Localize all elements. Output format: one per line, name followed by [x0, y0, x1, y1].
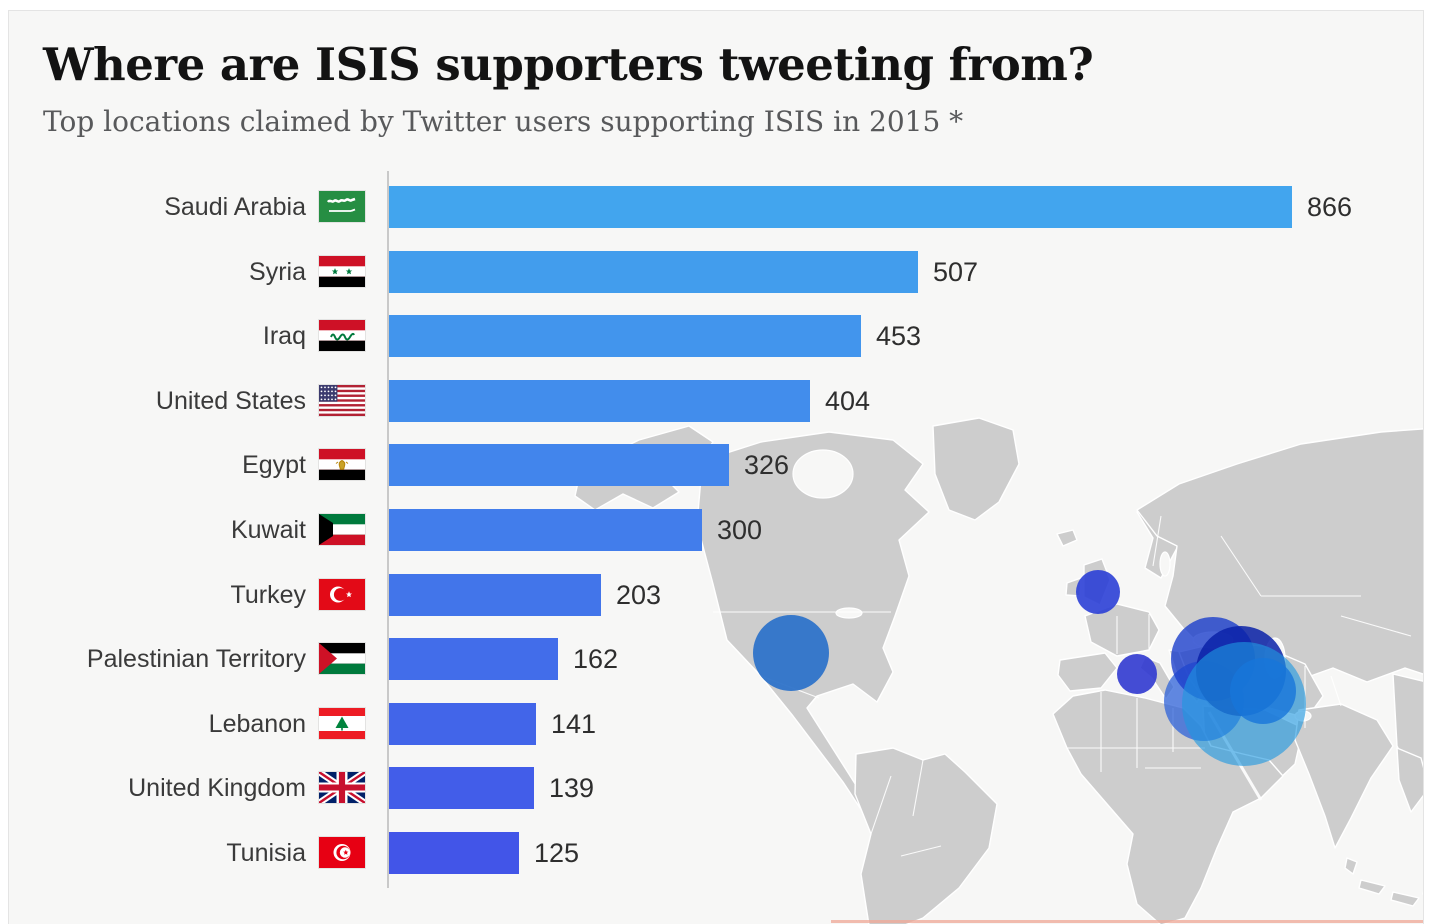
bar-row: Saudi Arabia 866	[9, 186, 1423, 228]
bar-row: Tunisia 125	[9, 832, 1423, 874]
value-label: 507	[933, 257, 979, 287]
value-label: 453	[876, 321, 922, 351]
value-label: 141	[551, 709, 597, 739]
map-europe	[1084, 603, 1160, 657]
category-label: Kuwait	[230, 516, 306, 544]
map-great-lakes	[835, 607, 863, 619]
bar-row: United States 404	[9, 380, 1423, 422]
page-subtitle: Top locations claimed by Twitter users s…	[43, 105, 964, 138]
bar[interactable]	[389, 509, 702, 551]
page-title: Where are ISIS supporters tweeting from?	[43, 38, 1094, 91]
flag-syria-icon	[319, 256, 365, 287]
bar[interactable]	[389, 832, 519, 874]
flag-egypt-icon	[319, 449, 365, 480]
bar[interactable]	[389, 380, 810, 422]
flag-united-states-icon	[319, 385, 365, 416]
axis-line	[387, 171, 389, 888]
value-label: 300	[717, 515, 763, 545]
bottom-accent-line	[831, 920, 1423, 923]
bar-row: United Kingdom 139	[9, 767, 1423, 809]
category-label: Palestinian Territory	[86, 645, 306, 673]
flag-tunisia-icon	[319, 837, 365, 868]
bubble-saudi-arabia[interactable]	[1182, 642, 1306, 766]
bar[interactable]	[389, 703, 536, 745]
value-label: 326	[744, 450, 790, 480]
value-label: 125	[534, 838, 580, 868]
map-hudson-bay	[792, 449, 854, 499]
flag-saudi-arabia-icon	[319, 191, 365, 222]
map-iceland	[1056, 529, 1078, 547]
bar-row: Kuwait 300	[9, 509, 1423, 551]
category-label: Lebanon	[208, 710, 306, 738]
map-greenland	[932, 417, 1020, 521]
map-iberia	[1057, 652, 1118, 692]
map-baltic-sea	[1159, 551, 1171, 577]
value-label: 203	[616, 580, 662, 610]
map-bubbles	[753, 570, 1306, 766]
category-label: Turkey	[230, 581, 306, 609]
world-map	[574, 417, 1423, 924]
category-label: United Kingdom	[128, 774, 306, 802]
bubble-tunisia[interactable]	[1117, 654, 1157, 694]
flag-turkey-icon	[319, 579, 365, 610]
bar[interactable]	[389, 444, 729, 486]
bar[interactable]	[389, 186, 1292, 228]
flag-iraq-icon	[319, 320, 365, 351]
bar-chart: Saudi Arabia 866 Syria 507 Iraq 453 United S…	[9, 11, 1423, 924]
bar[interactable]	[389, 767, 534, 809]
category-label: Syria	[249, 258, 306, 286]
flag-kuwait-icon	[319, 514, 365, 545]
value-label: 162	[573, 644, 619, 674]
value-label: 404	[825, 386, 871, 416]
map-south-america	[854, 747, 998, 924]
bubble-united-states[interactable]	[753, 615, 829, 691]
value-label: 139	[549, 773, 595, 803]
value-label: 866	[1307, 192, 1353, 222]
chart-card: Where are ISIS supporters tweeting from?…	[8, 10, 1424, 924]
map-india	[1294, 703, 1394, 849]
bar-row: Turkey 203	[9, 574, 1423, 616]
flag-united-kingdom-icon	[319, 772, 365, 803]
category-label: Iraq	[262, 322, 306, 350]
category-label: Egypt	[242, 451, 306, 479]
bar[interactable]	[389, 315, 861, 357]
bar-row: Syria 507	[9, 251, 1423, 293]
bar-row: Lebanon 141	[9, 703, 1423, 745]
flag-lebanon-icon	[319, 708, 365, 739]
bar-row: Egypt 326	[9, 444, 1423, 486]
category-label: United States	[155, 387, 306, 415]
bar-row: Palestinian Territory 162	[9, 638, 1423, 680]
map-indonesia	[1358, 879, 1423, 907]
bar[interactable]	[389, 574, 601, 616]
map-indochina	[1396, 747, 1423, 813]
map-sri-lanka	[1344, 857, 1358, 875]
bar[interactable]	[389, 251, 918, 293]
flag-palestinian-territory-icon	[319, 643, 365, 674]
category-label: Tunisia	[226, 839, 306, 867]
category-label: Saudi Arabia	[164, 193, 306, 221]
bar[interactable]	[389, 638, 558, 680]
bar-row: Iraq 453	[9, 315, 1423, 357]
bubble-united-kingdom[interactable]	[1076, 570, 1120, 614]
